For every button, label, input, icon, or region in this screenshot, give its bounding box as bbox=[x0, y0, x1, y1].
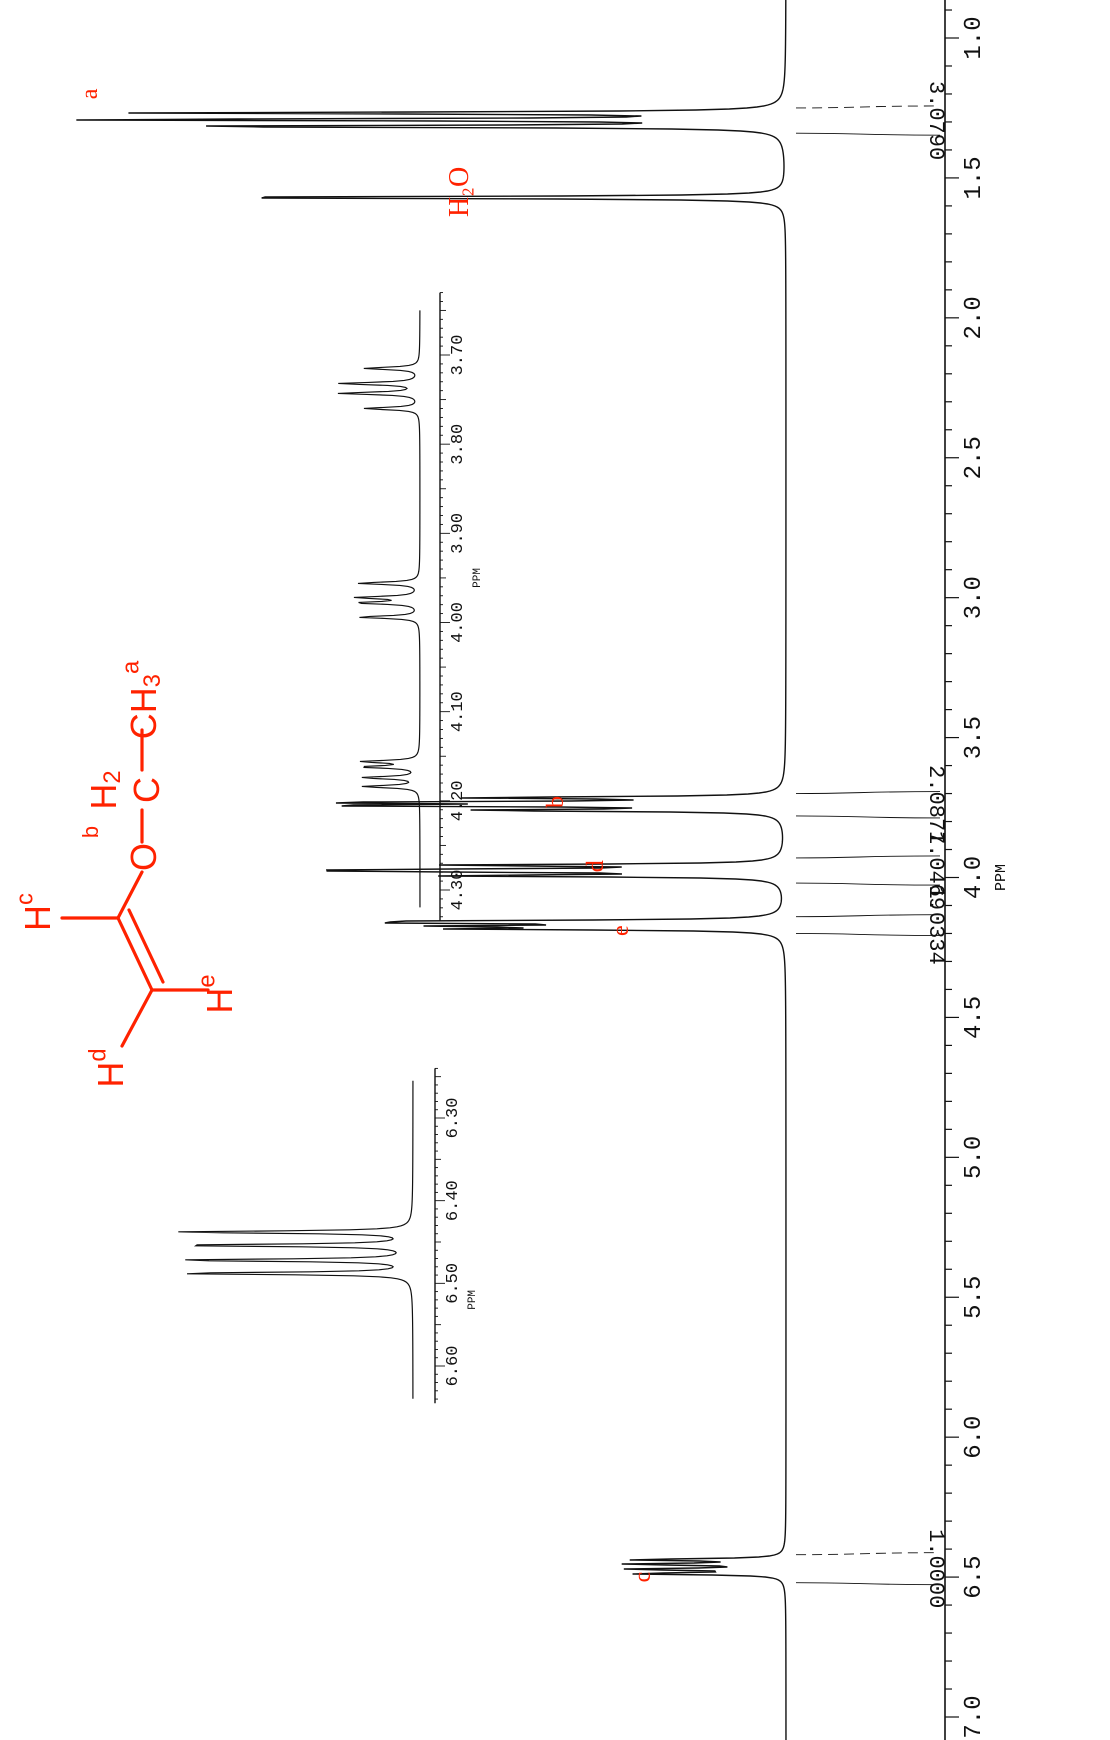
bond-c1-c2-a bbox=[116, 916, 154, 992]
integral-curve-end bbox=[795, 815, 941, 819]
integral-label: 3.0790 bbox=[923, 81, 948, 160]
main-tick-label: 4.0 bbox=[961, 856, 988, 899]
integral-label: 1.0000 bbox=[923, 1529, 948, 1608]
inset-1-tick-label: 3.70 bbox=[449, 335, 468, 376]
peak-annotation: c bbox=[630, 1572, 656, 1583]
inset-2: 6.30 6.40 6.50 6.60 PPM bbox=[178, 1067, 479, 1404]
main-spectrum: 1.0 1.5 2.0 2.5 3.0 3.5 4.0 4.5 5.0 5.5 6.0 6.5 7.0 P… bbox=[76, 0, 1010, 1740]
bond-c1-c2-b bbox=[127, 908, 165, 984]
main-tick-label: 5.0 bbox=[961, 1136, 988, 1179]
integral-mark: 3.0790 bbox=[795, 81, 948, 160]
bond-c1-o bbox=[116, 870, 144, 920]
inset-1: 3.70 3.80 3.90 4.00 4.10 4.20 4.30 PPM bbox=[337, 292, 484, 922]
atom-ch3: CH3a bbox=[118, 660, 167, 739]
peak-annotation: b bbox=[543, 796, 569, 808]
atom-h2: H2 bbox=[83, 770, 127, 809]
atom-hc: Hc bbox=[12, 893, 58, 931]
integral-curve-start bbox=[795, 791, 941, 794]
main-tick-label: 6.5 bbox=[961, 1555, 988, 1598]
integral-mark: 1.0334 bbox=[795, 885, 948, 965]
main-tick-label: 2.0 bbox=[961, 296, 988, 339]
inset-2-trace bbox=[178, 1080, 414, 1399]
integral-mark: 1.0000 bbox=[795, 1529, 948, 1608]
inset-1-tick-label: 3.80 bbox=[449, 424, 468, 465]
inset-1-tick-label: 4.30 bbox=[449, 870, 468, 911]
main-axis-label: PPM bbox=[993, 864, 1010, 891]
integral-curve-start bbox=[795, 914, 941, 918]
integral-curve-end bbox=[795, 933, 941, 936]
integral-curve-start bbox=[795, 855, 941, 859]
atom-b-label: b bbox=[78, 826, 103, 838]
main-tick-label: 1.5 bbox=[961, 156, 988, 199]
atom-o: O bbox=[123, 843, 164, 871]
integral-curve-end bbox=[795, 882, 941, 886]
peak-annotation: H₂O bbox=[444, 167, 475, 217]
integral-label: 1.0469 bbox=[923, 831, 948, 910]
inset-1-tick-label: 4.10 bbox=[449, 691, 468, 732]
main-tick-label: 2.5 bbox=[961, 436, 988, 479]
atom-c-b: C bbox=[126, 777, 167, 803]
main-tick-label: 3.0 bbox=[961, 576, 988, 619]
inset-2-axis-label: PPM bbox=[467, 1290, 479, 1310]
inset-2-tick-label: 6.30 bbox=[444, 1098, 463, 1139]
inset-2-tick-label: 6.40 bbox=[444, 1180, 463, 1221]
atom-he: He bbox=[194, 974, 240, 1013]
integral-curve-end bbox=[795, 1582, 941, 1586]
integral-curve-end bbox=[795, 132, 941, 136]
integral-mark: 2.0877 bbox=[795, 765, 948, 844]
main-tick-label: 6.0 bbox=[961, 1416, 988, 1459]
main-tick-label: 5.5 bbox=[961, 1276, 988, 1319]
peak-annotation: d bbox=[583, 860, 609, 872]
integral-mark: 1.0469 bbox=[795, 831, 948, 910]
inset-1-trace bbox=[337, 310, 421, 908]
inset-1-axis-label: PPM bbox=[472, 568, 484, 588]
inset-1-tick-label: 3.90 bbox=[449, 513, 468, 554]
main-tick-label: 7.0 bbox=[961, 1695, 988, 1738]
atom-hd: Hd bbox=[85, 1048, 131, 1087]
inset-1-tick-label: 4.00 bbox=[449, 602, 468, 643]
integral-curve-start bbox=[795, 1552, 941, 1556]
integral-label: 1.0334 bbox=[923, 885, 948, 964]
main-spectrum-trace bbox=[76, 0, 787, 1740]
main-tick-label: 4.5 bbox=[961, 996, 988, 1039]
integral-curve-start bbox=[795, 105, 941, 109]
chemical-structure: Hc He Hd O CH2 b CH3a bbox=[12, 660, 240, 1088]
bond-c2-hd bbox=[120, 988, 154, 1048]
peak-annotation: a bbox=[77, 88, 103, 99]
main-tick-label: 1.0 bbox=[961, 16, 988, 59]
inset-2-tick-label: 6.50 bbox=[444, 1263, 463, 1304]
main-tick-label: 3.5 bbox=[961, 716, 988, 759]
inset-1-tick-label: 4.20 bbox=[449, 780, 468, 821]
peak-annotation: e bbox=[608, 925, 634, 936]
integral-label: 2.0877 bbox=[923, 765, 948, 844]
inset-2-tick-label: 6.60 bbox=[444, 1346, 463, 1387]
